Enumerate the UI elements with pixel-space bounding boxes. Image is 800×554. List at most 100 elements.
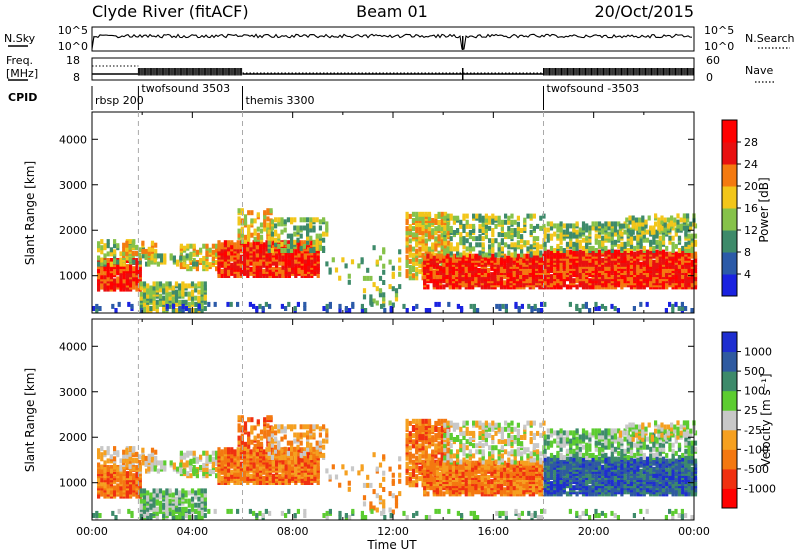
velocity-cell (344, 470, 348, 476)
power-cell (391, 265, 395, 271)
power-cell (429, 265, 433, 271)
power-cell (536, 308, 540, 313)
power-cell (186, 264, 190, 270)
velocity-cell (347, 480, 351, 486)
power-cell (604, 272, 608, 278)
power-cell (634, 225, 638, 231)
power-cell (660, 225, 664, 231)
velocity-cell (208, 454, 212, 460)
velocity-cell (366, 482, 370, 488)
power-cell (677, 272, 682, 278)
velocity-cell (362, 501, 367, 507)
power-cell (549, 221, 554, 227)
power-cell (155, 308, 159, 313)
velocity-cell (142, 513, 147, 518)
power-cell (315, 243, 319, 249)
power-cell (163, 257, 167, 263)
power-cell (510, 228, 514, 233)
velocity-cell (215, 450, 219, 456)
power-cell (174, 293, 179, 299)
power-cell (306, 223, 310, 229)
power-cell (565, 241, 570, 247)
power-cell (456, 246, 460, 252)
velocity-cell (109, 454, 113, 460)
velocity-cell (192, 468, 196, 474)
power-cell (252, 250, 256, 256)
power-cell (687, 239, 691, 245)
power-cell (681, 282, 685, 288)
velocity-cell (286, 450, 290, 456)
power-cell (676, 223, 680, 229)
power-cell (620, 255, 624, 261)
velocity-cell (310, 467, 314, 473)
power-cell (665, 251, 669, 257)
power-cell (655, 229, 659, 235)
velocity-cell (146, 510, 150, 516)
power-cell (481, 228, 485, 233)
power-cell (208, 262, 212, 268)
power-cell (677, 235, 682, 241)
power-cell (613, 249, 618, 255)
power-cell (474, 276, 478, 282)
power-cell (642, 233, 646, 239)
power-cell (628, 229, 632, 235)
power-cell (233, 264, 237, 270)
power-cell (309, 227, 313, 233)
velocity-cell (195, 473, 199, 479)
velocity-cell (168, 510, 172, 516)
power-cell (481, 242, 485, 248)
power-cell (539, 250, 543, 256)
power-cell (203, 299, 207, 305)
velocity-cell (249, 449, 253, 455)
power-cell (338, 308, 342, 313)
velocity-cell (237, 439, 241, 445)
power-cell (657, 221, 661, 227)
power-cell (543, 249, 547, 255)
power-cell (380, 303, 384, 309)
power-cell (578, 231, 582, 237)
velocity-cell (398, 464, 402, 470)
velocity-cell (382, 503, 386, 509)
velocity-cell (200, 488, 204, 494)
power-cell (424, 211, 428, 217)
power-cell (633, 235, 637, 241)
power-cell (269, 208, 273, 214)
power-cell (195, 266, 199, 272)
power-cell (620, 245, 624, 251)
power-cell (539, 225, 543, 231)
power-cell (532, 236, 536, 242)
velocity-cell (132, 473, 136, 479)
power-cell (674, 263, 678, 269)
power-cell (197, 281, 201, 287)
velocity-cell (144, 455, 148, 461)
power-cell (565, 284, 570, 290)
velocity-cell (299, 440, 303, 446)
power-cell (398, 271, 402, 277)
power-cell (176, 259, 180, 265)
power-cell (296, 237, 300, 243)
power-cell (639, 261, 643, 267)
power-cell (440, 244, 444, 250)
power-cell (520, 244, 524, 250)
velocity-cell (269, 415, 273, 421)
power-cell (497, 232, 501, 238)
power-cell (604, 249, 608, 255)
velocity-cell (160, 460, 164, 466)
power-cell (140, 308, 144, 313)
velocity-cell (119, 458, 123, 464)
power-cell (443, 236, 447, 242)
velocity-cell (100, 446, 104, 452)
power-cell (581, 237, 586, 243)
velocity-cell (256, 419, 260, 425)
velocity-cell (331, 464, 335, 470)
power-cell (465, 213, 469, 219)
power-cell (516, 234, 520, 240)
power-cell (654, 213, 658, 219)
power-cell (253, 236, 257, 242)
power-cell (491, 213, 495, 219)
power-cell (693, 268, 698, 273)
power-cell (435, 280, 440, 286)
velocity-cell (134, 457, 139, 463)
velocity-cell (146, 490, 150, 496)
power-cell (610, 227, 614, 233)
